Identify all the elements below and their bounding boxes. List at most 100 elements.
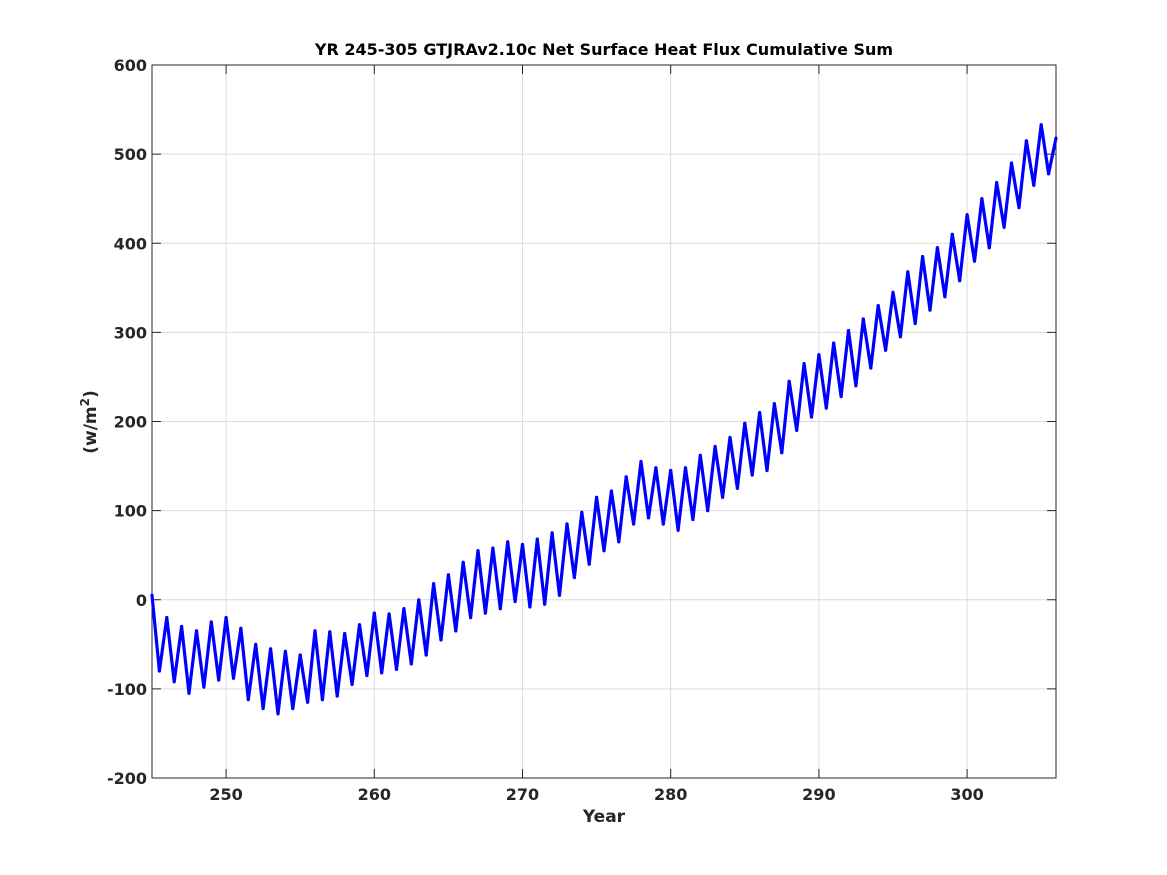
data-point xyxy=(380,671,384,675)
y-tick-labels: -200 -100 0 100 200 300 400 500 600 xyxy=(107,56,147,788)
data-point xyxy=(646,516,651,520)
data-point xyxy=(676,528,680,532)
data-point xyxy=(876,304,880,308)
data-point xyxy=(283,649,287,654)
data-point xyxy=(891,290,895,294)
data-point xyxy=(394,667,399,671)
data-point xyxy=(409,662,413,666)
data-point xyxy=(150,593,154,597)
data-point xyxy=(417,598,421,602)
data-point xyxy=(469,616,473,620)
x-tick-labels: 250 260 270 280 290 300 xyxy=(209,785,983,804)
data-point xyxy=(1002,225,1006,229)
data-point xyxy=(995,181,999,185)
x-tick-label: 260 xyxy=(358,785,391,804)
data-point xyxy=(950,232,954,236)
data-point xyxy=(224,616,228,620)
data-point xyxy=(565,522,569,526)
data-point xyxy=(1024,139,1028,143)
y-tick-label: 400 xyxy=(114,234,147,253)
data-point xyxy=(446,573,450,577)
y-tick-label: 300 xyxy=(114,323,147,342)
data-point xyxy=(824,406,828,410)
data-point xyxy=(965,213,969,217)
y-tick-label: -200 xyxy=(107,769,147,788)
data-point xyxy=(765,468,769,473)
x-tick-label: 250 xyxy=(209,785,242,804)
data-point xyxy=(165,616,169,620)
data-point xyxy=(291,706,295,711)
data-points xyxy=(150,123,1058,716)
data-point xyxy=(832,341,836,345)
data-point xyxy=(298,653,302,657)
data-point xyxy=(721,495,725,499)
data-point xyxy=(254,642,258,646)
chart-title: YR 245-305 GTJRAv2.10c Net Surface Heat … xyxy=(314,40,893,59)
data-point xyxy=(476,549,480,553)
data-point xyxy=(1054,136,1058,140)
data-point xyxy=(809,415,814,419)
data-point xyxy=(335,694,339,698)
data-point xyxy=(661,522,665,526)
data-point xyxy=(306,700,310,704)
data-point xyxy=(491,546,495,550)
data-point xyxy=(869,366,873,370)
data-point xyxy=(698,453,702,457)
data-point xyxy=(313,629,317,633)
grid xyxy=(152,65,1056,778)
data-point xyxy=(432,582,436,586)
data-point xyxy=(846,329,851,333)
y-tick-label: 0 xyxy=(136,591,147,610)
data-point xyxy=(861,317,865,321)
data-point xyxy=(402,607,406,611)
x-tick-label: 290 xyxy=(802,785,835,804)
data-point xyxy=(157,669,161,673)
data-point xyxy=(217,678,221,682)
y-tick-label: 200 xyxy=(114,413,147,432)
data-point xyxy=(587,562,591,566)
data-point xyxy=(780,451,784,455)
data-point xyxy=(194,629,199,633)
data-point xyxy=(787,379,791,383)
data-point xyxy=(557,593,562,597)
data-point xyxy=(328,630,332,634)
data-point xyxy=(609,489,614,493)
data-point xyxy=(276,712,280,716)
data-point xyxy=(202,685,206,689)
data-point xyxy=(231,676,236,680)
data-point xyxy=(1032,183,1036,187)
y-tick-label: 100 xyxy=(114,502,147,521)
data-point xyxy=(180,624,184,629)
data-point xyxy=(632,522,636,526)
data-point xyxy=(617,540,621,544)
data-point xyxy=(706,509,710,513)
y-axis-label-main: (w/m xyxy=(81,406,101,453)
data-point xyxy=(639,460,643,464)
data-point xyxy=(602,549,606,553)
data-point xyxy=(461,560,465,564)
data-point xyxy=(513,599,517,604)
data-point xyxy=(520,542,525,547)
y-tick-label: 600 xyxy=(114,56,147,75)
data-point xyxy=(595,495,599,499)
data-point xyxy=(624,475,628,479)
data-point xyxy=(795,428,799,432)
y-axis-label: (w/m2) xyxy=(78,390,101,454)
data-point xyxy=(669,468,673,473)
y-tick-label: -100 xyxy=(107,680,147,699)
data-point xyxy=(728,435,732,440)
data-point xyxy=(209,620,213,624)
data-point xyxy=(387,612,391,616)
data-point xyxy=(898,335,903,339)
data-point xyxy=(854,384,858,388)
data-point xyxy=(172,680,176,684)
data-point xyxy=(543,602,547,606)
data-point xyxy=(1039,123,1043,127)
data-point xyxy=(528,605,532,609)
data-point xyxy=(654,466,658,470)
data-point xyxy=(1017,206,1021,210)
data-point xyxy=(972,259,977,263)
data-point xyxy=(269,647,273,651)
y-tick-label: 500 xyxy=(114,145,147,164)
data-point xyxy=(483,611,487,615)
